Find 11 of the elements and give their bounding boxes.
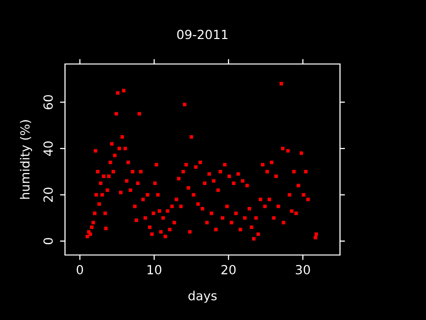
x-tick-label: 30 [296,264,310,274]
x-tick-label: 0 [76,264,84,274]
y-tick-label: 20 [43,188,53,202]
x-axis-title: days [188,290,217,303]
y-tick-label: 0 [43,238,53,244]
x-tick-label: 20 [221,264,236,274]
y-tick-label: 40 [43,141,53,156]
chart-title: 09-2011 [177,30,228,40]
y-axis-title: humidity (%) [20,120,32,199]
x-tick-label: 10 [148,264,162,274]
y-tick-label: 60 [43,95,53,110]
